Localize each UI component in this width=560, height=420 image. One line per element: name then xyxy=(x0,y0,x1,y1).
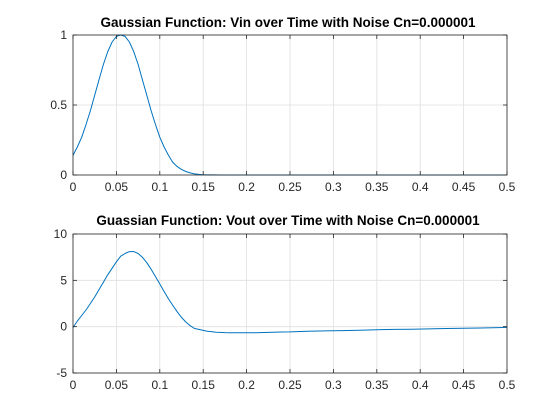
x-tick-label: 0.5 xyxy=(499,180,516,194)
x-tick-label: 0.35 xyxy=(365,180,389,194)
y-tick-label: 10 xyxy=(54,227,68,241)
x-tick-label: 0.05 xyxy=(105,180,129,194)
x-tick-label: 0 xyxy=(70,180,77,194)
tick-marks xyxy=(72,34,508,176)
x-tick-label: 0.45 xyxy=(452,378,476,392)
x-tick-label: 0.3 xyxy=(325,378,342,392)
y-tick-label: 0 xyxy=(60,320,67,334)
x-tick-label: 0.2 xyxy=(238,378,255,392)
x-tick-label: 0.45 xyxy=(452,180,476,194)
x-tick-label: 0.25 xyxy=(278,378,302,392)
x-tick-labels: 0 0.05 0.1 0.15 0.2 0.25 0.3 0.35 0.4 0.45 0.5 xyxy=(70,378,516,392)
plot-vout: Guassian Function: Vout over Time with N… xyxy=(54,213,516,392)
y-tick-label: -5 xyxy=(56,366,67,380)
x-tick-label: 0.1 xyxy=(151,378,168,392)
x-tick-label: 0.25 xyxy=(278,180,302,194)
x-tick-label: 0.15 xyxy=(192,378,216,392)
y-tick-labels: -5 0 5 10 xyxy=(54,227,68,380)
tick-marks xyxy=(72,233,508,374)
series-line xyxy=(72,251,508,334)
chart-title: Gaussian Function: Vin over Time with No… xyxy=(101,15,476,30)
x-tick-label: 0.2 xyxy=(238,180,255,194)
y-tick-label: 0.5 xyxy=(50,98,67,112)
grid-x xyxy=(72,234,508,373)
x-tick-label: 0.5 xyxy=(499,378,516,392)
x-tick-label: 0.3 xyxy=(325,180,342,194)
y-tick-labels: 00.51 xyxy=(50,28,67,182)
y-tick-label: 0 xyxy=(60,168,67,182)
chart-title: Guassian Function: Vout over Time with N… xyxy=(96,213,480,228)
y-tick-label: 1 xyxy=(60,28,67,42)
x-tick-label: 0.4 xyxy=(412,180,429,194)
x-tick-label: 0 xyxy=(70,378,77,392)
x-tick-labels: 0 0.05 0.1 0.15 0.2 0.25 0.3 0.35 0.4 0.45 0.5 xyxy=(70,180,516,194)
plot-vin: Gaussian Function: Vin over Time with No… xyxy=(50,15,515,194)
x-tick-label: 0.15 xyxy=(192,180,216,194)
series-group xyxy=(72,251,508,334)
x-tick-label: 0.35 xyxy=(365,378,389,392)
y-tick-label: 5 xyxy=(60,273,67,287)
x-tick-label: 0.4 xyxy=(412,378,429,392)
x-tick-label: 0.1 xyxy=(151,180,168,194)
x-tick-label: 0.05 xyxy=(105,378,129,392)
